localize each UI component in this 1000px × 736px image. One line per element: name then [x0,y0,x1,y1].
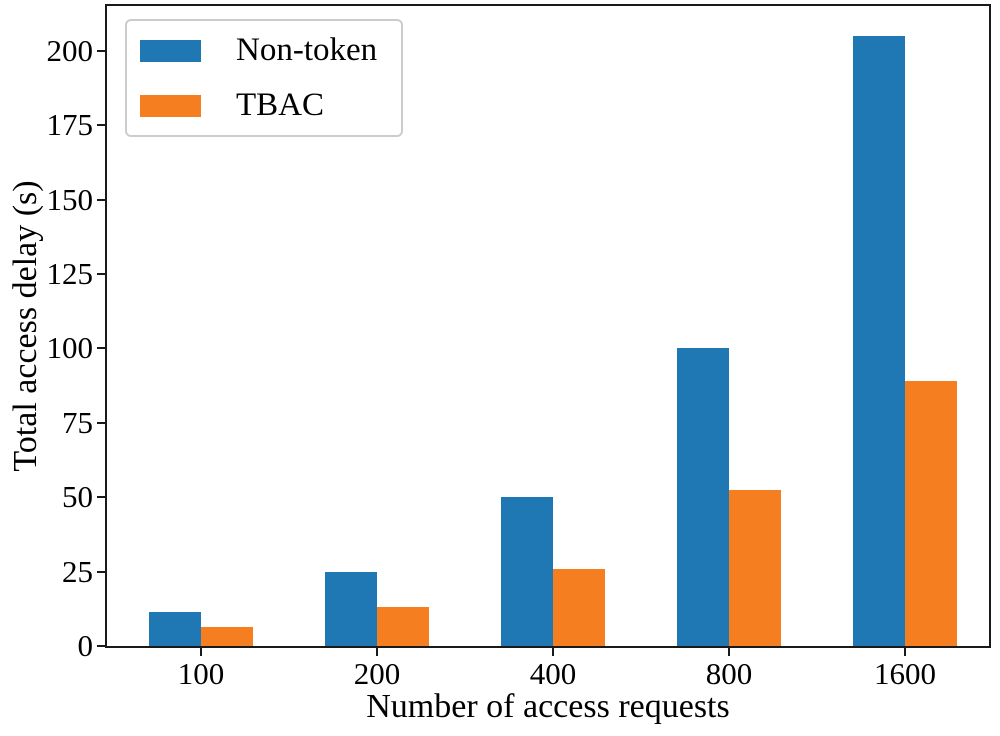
plot-area: Non-token TBAC [105,4,991,648]
x-tick-mark-800 [728,646,730,656]
x-tick-label-200: 200 [353,656,401,691]
x-tick-mark-200 [376,646,378,656]
x-tick-label-400: 400 [529,656,577,691]
x-tick-label-100: 100 [177,656,225,691]
y-tick-mark-150 [97,198,107,201]
y-tick-label-125: 125 [46,255,94,291]
legend-swatch-non-token [140,39,201,62]
y-tick-label-75: 75 [62,404,93,440]
x-tick-mark-100 [200,646,202,656]
x-axis-title: Number of access requests [366,688,730,725]
y-tick-mark-75 [97,421,107,424]
legend-swatch-tbac [140,94,201,117]
legend-item-non-token: Non-token [140,34,377,67]
y-tick-label-200: 200 [46,32,94,68]
bar-non-token-200 [325,571,377,646]
y-tick-mark-25 [97,570,107,573]
bar-non-token-100 [149,611,201,646]
y-tick-mark-0 [97,645,107,647]
legend: Non-token TBAC [125,19,404,137]
y-tick-label-100: 100 [46,330,94,366]
legend-label-tbac: TBAC [236,87,325,123]
bar-tbac-1600 [905,381,957,646]
y-tick-label-25: 25 [62,553,93,589]
bar-non-token-400 [501,497,553,646]
bar-non-token-1600 [853,35,905,646]
x-tick-mark-400 [552,646,554,656]
bar-tbac-200 [377,607,429,646]
bar-tbac-100 [201,626,253,646]
x-tick-label-800: 800 [705,656,753,691]
y-tick-label-50: 50 [62,479,93,515]
legend-item-tbac: TBAC [140,89,377,122]
y-tick-label-175: 175 [46,107,94,143]
y-tick-mark-50 [97,496,107,499]
bar-tbac-800 [729,489,781,646]
bar-tbac-400 [553,568,605,646]
y-tick-mark-175 [97,124,107,127]
x-tick-mark-1600 [904,646,906,656]
y-tick-mark-100 [97,347,107,350]
y-tick-mark-125 [97,272,107,275]
bar-non-token-800 [677,348,729,646]
y-tick-label-150: 150 [46,181,94,217]
y-tick-label-0: 0 [77,628,94,663]
x-tick-label-1600: 1600 [874,656,936,691]
legend-label-non-token: Non-token [236,32,378,68]
y-tick-mark-200 [97,49,107,52]
